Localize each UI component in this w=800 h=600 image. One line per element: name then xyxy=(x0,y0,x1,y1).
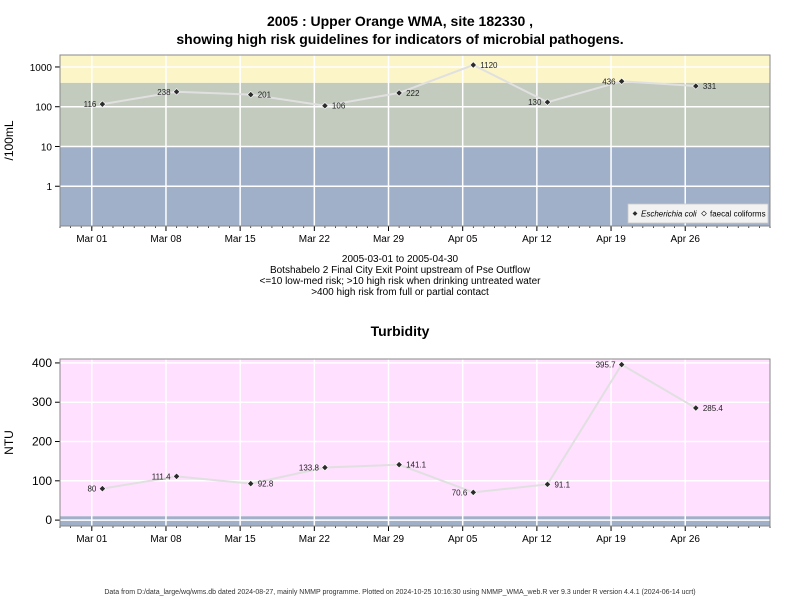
y-tick-label: 1000 xyxy=(30,63,53,74)
x-tick-label: Apr 05 xyxy=(448,534,478,545)
y-tick-label: 10 xyxy=(41,142,53,153)
data-label: 116 xyxy=(84,100,97,109)
x-tick-label: Mar 15 xyxy=(225,534,257,545)
data-point xyxy=(618,360,626,369)
data-point xyxy=(469,488,477,496)
data-label: 222 xyxy=(406,89,420,98)
data-label: 201 xyxy=(258,91,272,100)
data-label: 395.7 xyxy=(596,361,617,370)
x-tick-label: Apr 12 xyxy=(522,534,552,545)
risk-band-2 xyxy=(60,55,770,83)
x-tick-label: Apr 12 xyxy=(522,234,552,245)
x-tick-label: Mar 01 xyxy=(76,534,108,545)
y-tick-label: 0 xyxy=(45,513,52,527)
data-label: 80 xyxy=(87,485,96,494)
y-tick-label: 300 xyxy=(32,395,52,409)
legend-marker-ecoli xyxy=(632,211,638,216)
data-point xyxy=(543,98,552,106)
legend-box xyxy=(627,203,769,224)
data-point xyxy=(395,461,403,469)
footer-note: Data from D:/data_large/wq/wms.db dated … xyxy=(104,589,696,596)
data-point xyxy=(469,61,477,69)
data-point xyxy=(692,404,700,412)
y-tick-label: 100 xyxy=(35,103,52,114)
data-point xyxy=(247,480,255,488)
chart1-note-site: Botshabelo 2 Final City Exit Point upstr… xyxy=(269,265,531,276)
y-axis-label: NTU xyxy=(2,430,16,455)
data-point xyxy=(395,89,403,97)
x-tick-label: Apr 26 xyxy=(670,534,700,545)
x-tick-label: Apr 05 xyxy=(448,234,478,245)
chart1-subtitle: showing high risk guidelines for indicat… xyxy=(176,31,624,47)
chart2-title: Turbidity xyxy=(370,323,430,339)
x-tick-label: Mar 29 xyxy=(373,234,405,245)
x-tick-label: Mar 15 xyxy=(225,234,257,245)
chart1-title: 2005 : Upper Orange WMA, site 182330 , xyxy=(266,13,534,29)
data-point xyxy=(692,82,700,90)
data-label: 70.6 xyxy=(452,488,468,497)
x-tick-label: Mar 01 xyxy=(76,234,108,245)
risk-band-0 xyxy=(60,516,770,526)
chart1-note-date-range: 2005-03-01 to 2005-04-30 xyxy=(341,254,459,265)
chart1-note-low-risk: <=10 low-med risk; >10 high risk when dr… xyxy=(259,276,541,287)
legend-label-faecal: faecal coliforms xyxy=(710,210,766,219)
legend-label-ecoli: Escherichia coli xyxy=(641,210,697,219)
y-axis-label: /100mL xyxy=(2,120,16,160)
plot-frame xyxy=(59,54,771,227)
data-label: 133.8 xyxy=(299,464,320,473)
chart1-note-high-risk: >400 high risk from full or partial cont… xyxy=(311,287,489,298)
data-label: 111.4 xyxy=(152,472,171,481)
data-label: 285.4 xyxy=(703,404,724,413)
y-tick-label: 1 xyxy=(46,182,52,193)
data-label: 1120 xyxy=(480,61,498,70)
y-tick-label: 200 xyxy=(32,435,52,449)
data-point xyxy=(172,472,181,480)
data-point xyxy=(247,91,255,99)
data-label: 91.1 xyxy=(554,480,570,489)
data-point xyxy=(618,77,626,85)
x-tick-label: Mar 22 xyxy=(299,234,331,245)
y-tick-label: 100 xyxy=(32,474,52,488)
data-point xyxy=(321,102,329,110)
x-tick-label: Apr 26 xyxy=(670,234,700,245)
data-point xyxy=(98,485,107,493)
x-tick-label: Mar 29 xyxy=(373,534,405,545)
x-tick-label: Apr 19 xyxy=(596,534,626,545)
plot-frame xyxy=(59,358,771,527)
data-label: 92.8 xyxy=(258,480,274,489)
data-point xyxy=(98,100,107,108)
data-point xyxy=(543,480,552,488)
data-label: 436 xyxy=(602,77,616,86)
data-label: 238 xyxy=(157,88,171,97)
x-tick-label: Mar 22 xyxy=(299,534,331,545)
x-tick-label: Mar 08 xyxy=(150,234,182,245)
x-tick-label: Apr 19 xyxy=(596,234,626,245)
y-tick-label: 400 xyxy=(32,356,52,370)
legend-marker-faecal xyxy=(701,210,707,217)
data-label: 130 xyxy=(528,98,542,107)
data-label: 106 xyxy=(332,102,346,111)
data-point xyxy=(321,463,329,472)
risk-band-1 xyxy=(60,359,770,517)
data-label: 331 xyxy=(703,82,717,91)
data-point xyxy=(172,88,181,96)
data-label: 141.1 xyxy=(406,461,427,470)
x-tick-label: Mar 08 xyxy=(150,534,182,545)
